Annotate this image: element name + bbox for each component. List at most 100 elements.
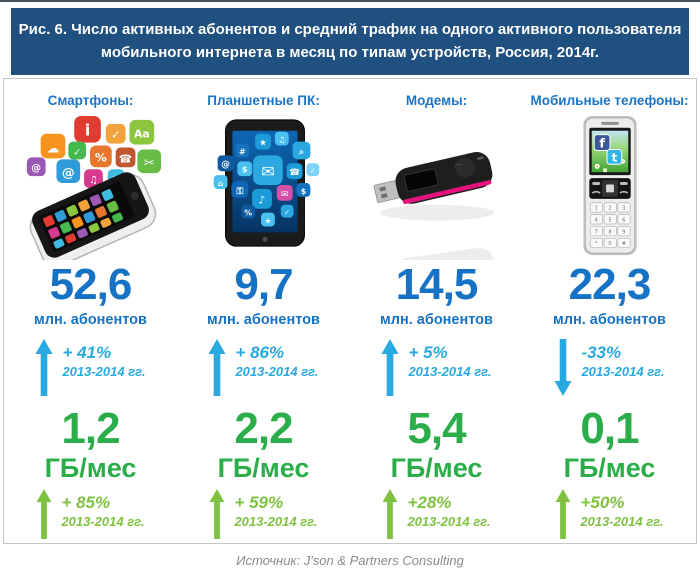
- change-percent: +50%: [580, 493, 625, 512]
- svg-text:★: ★: [264, 216, 271, 225]
- subscribers-value: 22,3: [568, 260, 652, 309]
- change-period: 2013-2014 гг.: [408, 364, 492, 379]
- top-divider: [0, 0, 700, 2]
- svg-text:♪: ♪: [258, 194, 265, 207]
- svg-text:⌂: ⌂: [217, 179, 223, 188]
- subscribers-value: 14,5: [395, 260, 479, 309]
- svg-text:8: 8: [608, 229, 611, 235]
- svg-text:2: 2: [608, 206, 611, 212]
- svg-text:☎: ☎: [289, 168, 300, 178]
- change-percent: + 85%: [61, 493, 111, 512]
- svg-text:★: ★: [259, 139, 267, 149]
- svg-text:4: 4: [594, 218, 597, 224]
- traffic-change: + 59% 2013-2014 гг.: [177, 489, 350, 541]
- svg-text:Aa: Aa: [133, 128, 149, 141]
- svg-text:5: 5: [608, 218, 611, 224]
- smartphone-apps-icon: i ✓ Aa ☁ ✓ % ☎ ✂ @ @ ♫ ✉: [4, 111, 177, 261]
- svg-text:✂: ✂: [143, 156, 154, 171]
- subscribers-value: 52,6: [49, 260, 133, 309]
- svg-text:t: t: [611, 150, 617, 164]
- change-period: 2013-2014 гг.: [62, 364, 146, 379]
- svg-text:☁: ☁: [46, 141, 59, 156]
- change-percent: +28%: [407, 493, 452, 512]
- svg-text:i: i: [84, 121, 89, 140]
- svg-text:@: @: [31, 163, 41, 174]
- change-percent: -33%: [581, 343, 622, 362]
- svg-text:@: @: [61, 166, 74, 181]
- change-period: 2013-2014 гг.: [61, 514, 145, 529]
- trend-up-arrow-icon: [208, 339, 226, 396]
- usb-modem-icon: [350, 111, 523, 261]
- traffic-unit: ГБ/мес: [563, 453, 656, 483]
- traffic-change: +28% 2013-2014 гг.: [350, 489, 523, 541]
- subscribers-unit: млн. абонентов: [207, 312, 320, 328]
- feature-phone-icon: f t 1 2 3 4 5 6 7 8 9: [523, 111, 696, 261]
- change-period: 2013-2014 гг.: [580, 514, 664, 529]
- column-label: Планшетные ПК:: [207, 93, 320, 108]
- svg-text:⌕: ⌕: [298, 147, 304, 157]
- column-label: Модемы:: [405, 93, 468, 108]
- svg-text:#: #: [238, 147, 245, 156]
- change-period: 2013-2014 гг.: [581, 364, 665, 379]
- subscribers-unit: млн. абонентов: [380, 312, 493, 328]
- svg-text:✓: ✓: [73, 147, 81, 158]
- change-percent: + 59%: [234, 493, 284, 512]
- svg-text:♫: ♫: [89, 175, 98, 186]
- traffic-unit: ГБ/мес: [44, 453, 137, 483]
- change-period: 2013-2014 гг.: [235, 364, 319, 379]
- traffic-change: +50% 2013-2014 гг.: [523, 489, 696, 541]
- infographic-panel: Смартфоны: i ✓ Aa ☁ ✓ % ☎ ✂ @ @ ♫ ✉: [3, 78, 697, 544]
- svg-text:#: #: [621, 241, 625, 247]
- svg-text:✉: ✉: [261, 162, 274, 181]
- svg-text:⚿: ⚿: [236, 186, 243, 197]
- svg-text:✉: ✉: [281, 190, 288, 200]
- traffic-value: 5,4: [407, 404, 466, 453]
- svg-text:3: 3: [622, 206, 625, 212]
- column-modems: Модемы:: [350, 87, 523, 543]
- svg-text:0: 0: [608, 241, 611, 247]
- change-percent: + 86%: [235, 343, 285, 362]
- trend-up-arrow-icon: [35, 339, 53, 396]
- traffic-value: 1,2: [61, 404, 120, 453]
- column-tablets: Планшетные ПК: ★ ♫ # ⌕ @ $ ✉: [177, 87, 350, 543]
- traffic-value: 2,2: [234, 404, 293, 453]
- tablet-apps-icon: ★ ♫ # ⌕ @ $ ✉ ☎ ✓ ⌂ ⚿ ♪ ✉ $ % ★ ✓: [177, 111, 350, 261]
- figure-title-bar: Рис. 6. Число активных абонентов и средн…: [11, 8, 689, 75]
- subscribers-unit: млн. абонентов: [553, 312, 666, 328]
- traffic-change: + 85% 2013-2014 гг.: [4, 489, 177, 541]
- traffic-unit: ГБ/мес: [390, 453, 483, 483]
- trend-up-arrow-icon: [36, 489, 52, 539]
- column-label: Смартфоны:: [47, 93, 134, 108]
- change-percent: + 5%: [408, 343, 448, 362]
- svg-text:$: $: [242, 165, 247, 174]
- svg-text:%: %: [244, 209, 252, 218]
- subscribers-value: 9,7: [234, 260, 293, 309]
- svg-text:%: %: [94, 150, 106, 164]
- change-percent: + 41%: [62, 343, 112, 362]
- svg-text:9: 9: [622, 229, 625, 235]
- trend-up-arrow-icon: [382, 489, 398, 539]
- trend-up-arrow-icon: [209, 489, 225, 539]
- svg-text:@: @: [221, 160, 230, 170]
- column-label: Мобильные телефоны:: [530, 93, 689, 108]
- svg-text:*: *: [594, 241, 597, 247]
- svg-text:6: 6: [622, 218, 625, 224]
- svg-text:✓: ✓: [111, 129, 120, 142]
- figure-title-line1: Рис. 6. Число активных абонентов и средн…: [18, 21, 682, 38]
- svg-text:1: 1: [594, 206, 597, 212]
- source-note: Источник: J'son & Partners Consulting: [236, 553, 464, 568]
- svg-text:7: 7: [594, 229, 597, 235]
- trend-up-arrow-icon: [555, 489, 571, 539]
- change-period: 2013-2014 гг.: [234, 514, 318, 529]
- svg-text:f: f: [599, 137, 605, 152]
- trend-up-arrow-icon: [381, 339, 399, 396]
- trend-down-arrow-icon: [554, 339, 572, 396]
- subscribers-change: + 5% 2013-2014 гг.: [350, 339, 523, 399]
- change-period: 2013-2014 гг.: [407, 514, 491, 529]
- subscribers-unit: млн. абонентов: [34, 312, 147, 328]
- column-smartphones: Смартфоны: i ✓ Aa ☁ ✓ % ☎ ✂ @ @ ♫ ✉: [4, 87, 177, 543]
- svg-text:$: $: [300, 187, 305, 196]
- figure-title-line2: мобильного интернета в месяц по типам ус…: [100, 44, 600, 61]
- svg-text:☎: ☎: [118, 152, 132, 165]
- column-feature-phones: Мобильные телефоны: f t: [523, 87, 696, 543]
